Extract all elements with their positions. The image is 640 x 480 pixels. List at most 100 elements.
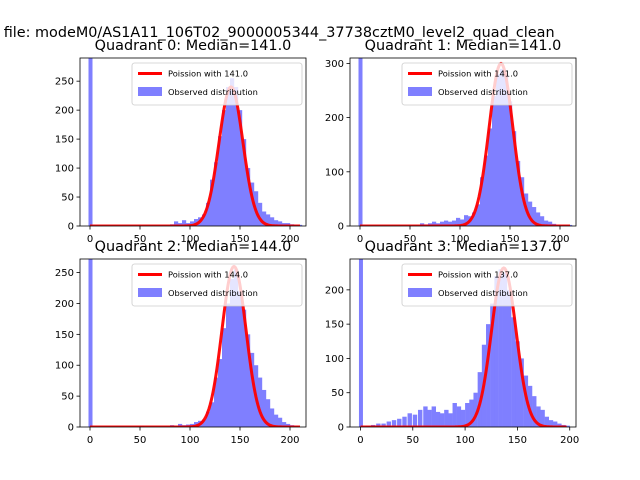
x-tick-label: 200 xyxy=(550,234,569,245)
histogram-bar xyxy=(226,303,231,427)
histogram-bar xyxy=(519,358,524,427)
histogram-bar xyxy=(486,324,491,427)
histogram-bar xyxy=(548,420,554,427)
histogram-bar xyxy=(222,328,227,427)
histogram-bar xyxy=(210,402,215,427)
histogram-bar xyxy=(552,421,558,427)
histogram-bar xyxy=(544,416,550,427)
histogram-bar xyxy=(278,417,283,427)
histogram-bar xyxy=(376,423,381,427)
quadrant-0-legend: Poission with 141.0 Observed distribution xyxy=(131,62,303,106)
histogram-bar xyxy=(565,425,570,427)
quadrant-3-panel: 0 50 100 150 200 0 50 100 150 200 Quadrant 3: Medi… xyxy=(325,239,579,446)
quadrant-1-plot-area xyxy=(358,58,573,226)
histogram-bar xyxy=(444,220,449,226)
histogram-bar xyxy=(210,179,215,226)
histogram-bar xyxy=(492,95,497,226)
x-tick-label: 0 xyxy=(87,234,93,245)
histogram-bar xyxy=(540,409,545,427)
histogram-bar xyxy=(202,214,207,226)
legend-observed-swatch xyxy=(408,288,432,297)
quadrant-3-plot-area xyxy=(358,259,570,427)
histogram-bar xyxy=(456,217,461,226)
histogram-bar xyxy=(473,392,478,427)
quadrant-1-panel: 0 50 100 150 200 0 100 200 300 Quadrant 1: Median… xyxy=(325,38,577,245)
histogram-bar xyxy=(456,406,462,427)
quadrant-2-title: Quadrant 2: Median=144.0 xyxy=(95,239,292,255)
histogram-bar xyxy=(182,220,187,226)
legend-box xyxy=(401,263,573,307)
legend-observed-label: Observed distribution xyxy=(168,87,258,97)
y-tick-label: 150 xyxy=(325,320,344,331)
quadrant-1-legend: Poission with 141.0 Observed distribution xyxy=(401,62,573,106)
histogram-bar xyxy=(214,377,219,427)
histogram-bar xyxy=(258,202,263,226)
x-tick-label: 100 xyxy=(450,234,469,245)
histogram-bar xyxy=(214,162,219,226)
histogram-bar xyxy=(250,182,255,226)
x-tick-label: 0 xyxy=(87,435,93,446)
y-tick-label: 150 xyxy=(55,330,74,341)
poisson-curve xyxy=(90,264,300,427)
histogram-bar xyxy=(506,289,512,427)
y-tick-label: 200 xyxy=(55,106,74,117)
histogram-bar xyxy=(218,136,223,226)
histogram-bar xyxy=(226,86,231,226)
histogram-bar xyxy=(528,201,533,226)
histogram-bar xyxy=(218,359,223,427)
quadrant-2-panel: 0 50 100 150 200 0 50 100 150 200 250 Quadrant 2: M… xyxy=(55,239,307,446)
histogram-bar xyxy=(490,303,495,427)
y-tick-label: 0 xyxy=(338,423,344,434)
histogram-bar xyxy=(536,212,541,226)
legend-poisson-label: Poission with 137.0 xyxy=(438,270,518,280)
histogram-bar xyxy=(500,68,505,226)
y-tick-label: 0 xyxy=(338,222,344,233)
histogram-bar xyxy=(512,131,517,226)
y-tick-label: 200 xyxy=(325,113,344,124)
histogram-zero-spike xyxy=(88,58,93,226)
quadrant-1-title: Quadrant 1: Median=141.0 xyxy=(365,38,562,54)
x-tick-label: 100 xyxy=(180,234,199,245)
histogram-bar xyxy=(536,406,541,427)
y-tick-label: 100 xyxy=(325,167,344,178)
histogram-bar xyxy=(262,211,267,226)
histogram-bar xyxy=(270,217,275,226)
x-tick-label: 0 xyxy=(357,435,363,446)
x-tick-label: 150 xyxy=(508,435,527,446)
histogram-bar xyxy=(460,409,466,427)
histogram-bar xyxy=(206,202,211,226)
histogram-bar xyxy=(508,101,513,226)
histogram-bar xyxy=(222,110,227,226)
x-tick-label: 50 xyxy=(406,435,419,446)
legend-box xyxy=(401,62,573,106)
histogram-bar xyxy=(230,78,235,226)
histogram-bar xyxy=(469,399,474,427)
y-tick-label: 50 xyxy=(61,392,74,403)
legend-observed-swatch xyxy=(138,288,162,297)
histogram-bar xyxy=(516,160,521,226)
histogram-bar xyxy=(286,423,291,427)
quadrant-0-plot-area xyxy=(88,58,303,226)
histogram-bar xyxy=(412,414,418,427)
legend-poisson-label: Poission with 141.0 xyxy=(168,69,248,79)
histogram-bar xyxy=(444,409,449,427)
histogram-bar xyxy=(432,221,437,226)
histogram-bar xyxy=(511,317,516,427)
x-tick-label: 200 xyxy=(280,234,299,245)
histogram-bar xyxy=(381,423,386,427)
y-tick-label: 100 xyxy=(55,164,74,175)
histogram-bar xyxy=(515,341,520,427)
legend-observed-swatch xyxy=(408,87,432,96)
histogram-bar xyxy=(532,396,537,427)
histogram-bar xyxy=(278,221,283,226)
legend-poisson-label: Poission with 144.0 xyxy=(168,270,248,280)
histogram-bar xyxy=(423,406,428,427)
y-tick-label: 100 xyxy=(325,354,344,365)
histogram-bar xyxy=(557,423,562,427)
quadrant-3-title: Quadrant 3: Median=137.0 xyxy=(365,239,562,255)
histogram-bar xyxy=(460,219,465,226)
histogram-bar xyxy=(266,399,271,427)
histogram-bar xyxy=(274,414,279,427)
histogram-bar xyxy=(234,86,239,226)
